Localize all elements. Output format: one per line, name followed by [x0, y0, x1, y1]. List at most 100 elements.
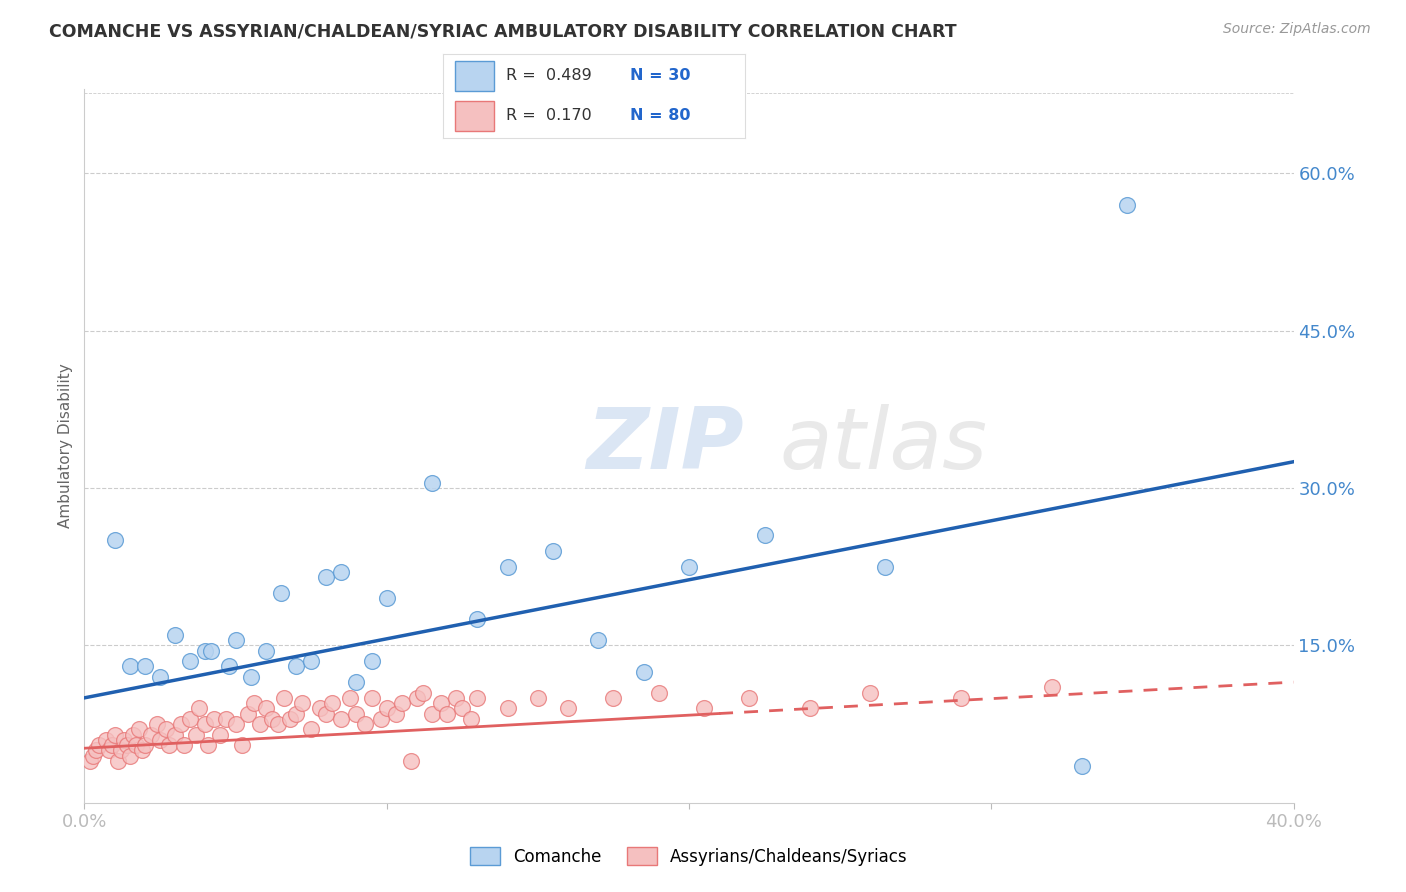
Point: [859, 685, 882, 699]
Point: [225, 717, 247, 731]
Point: [104, 728, 127, 742]
Point: [155, 723, 177, 737]
Point: [330, 712, 353, 726]
Point: [950, 690, 973, 705]
Point: [115, 738, 138, 752]
Point: [134, 659, 156, 673]
Point: [693, 701, 716, 715]
Point: [249, 717, 271, 731]
Point: [254, 701, 277, 715]
Point: [215, 712, 238, 726]
Point: [541, 544, 564, 558]
Point: [209, 728, 232, 742]
Point: [149, 670, 172, 684]
Point: [330, 565, 353, 579]
Point: [86, 743, 108, 757]
Point: [346, 675, 368, 690]
Point: [125, 738, 148, 752]
Point: [236, 706, 259, 721]
Point: [278, 712, 301, 726]
Point: [678, 559, 700, 574]
Point: [260, 712, 283, 726]
Bar: [456, 62, 495, 91]
Point: [375, 591, 398, 606]
Text: Source: ZipAtlas.com: Source: ZipAtlas.com: [1223, 22, 1371, 37]
Point: [186, 728, 208, 742]
Point: [157, 738, 180, 752]
Point: [412, 685, 434, 699]
Point: [370, 712, 392, 726]
Point: [375, 701, 398, 715]
Point: [406, 690, 429, 705]
Point: [754, 528, 776, 542]
Point: [118, 748, 141, 763]
Point: [496, 559, 519, 574]
Point: [273, 690, 295, 705]
Point: [139, 728, 162, 742]
Point: [648, 685, 671, 699]
Point: [315, 706, 337, 721]
Point: [391, 696, 413, 710]
Text: R =  0.489: R = 0.489: [506, 68, 592, 83]
Point: [146, 717, 169, 731]
Point: [110, 743, 132, 757]
Point: [354, 717, 377, 731]
Point: [118, 659, 141, 673]
Point: [384, 706, 406, 721]
Point: [254, 643, 277, 657]
Point: [588, 633, 610, 648]
Point: [633, 665, 655, 679]
Point: [179, 654, 201, 668]
Point: [128, 723, 150, 737]
Point: [420, 706, 443, 721]
Point: [1116, 197, 1139, 211]
Point: [738, 690, 761, 705]
Point: [299, 723, 322, 737]
Text: N = 80: N = 80: [630, 108, 690, 123]
Point: [202, 712, 225, 726]
Point: [285, 706, 308, 721]
Point: [360, 654, 382, 668]
Text: R =  0.170: R = 0.170: [506, 108, 592, 123]
Point: [270, 586, 292, 600]
Point: [399, 754, 422, 768]
Bar: [456, 101, 495, 130]
Point: [467, 612, 489, 626]
Point: [444, 690, 467, 705]
Point: [460, 712, 482, 726]
Point: [165, 628, 187, 642]
Y-axis label: Ambulatory Disability: Ambulatory Disability: [58, 364, 73, 528]
Point: [165, 728, 187, 742]
Point: [285, 659, 308, 673]
Point: [267, 717, 290, 731]
Point: [321, 696, 343, 710]
Point: [218, 659, 240, 673]
Point: [339, 690, 361, 705]
Point: [467, 690, 489, 705]
Point: [799, 701, 821, 715]
Point: [200, 643, 222, 657]
Point: [430, 696, 453, 710]
Point: [309, 701, 332, 715]
Point: [360, 690, 382, 705]
Point: [170, 717, 193, 731]
Point: [79, 754, 101, 768]
Point: [104, 533, 127, 548]
Point: [451, 701, 474, 715]
Point: [436, 706, 458, 721]
Point: [496, 701, 519, 715]
Point: [112, 732, 135, 747]
Point: [179, 712, 201, 726]
Point: [1040, 681, 1063, 695]
Point: [346, 706, 368, 721]
Point: [173, 738, 195, 752]
Point: [131, 743, 153, 757]
Point: [149, 732, 172, 747]
Point: [875, 559, 897, 574]
Point: [299, 654, 322, 668]
Text: ZIP: ZIP: [586, 404, 744, 488]
Point: [121, 728, 143, 742]
Point: [1071, 759, 1094, 773]
Point: [602, 690, 624, 705]
Point: [100, 738, 122, 752]
